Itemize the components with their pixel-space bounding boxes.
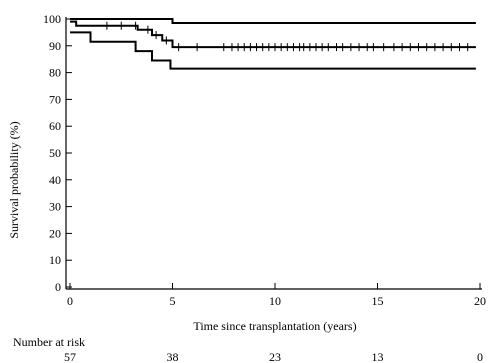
- risk-count: 13: [372, 350, 384, 363]
- risk-table: 57 38 23 13 0: [64, 350, 483, 363]
- y-tick-label: 60: [49, 119, 61, 133]
- censor-marks: [106, 21, 469, 52]
- survival-curve-2: [70, 20, 476, 49]
- y-tick-label: 20: [49, 226, 61, 240]
- risk-count: 0: [477, 350, 483, 363]
- survival-curves: [70, 18, 476, 70]
- y-tick-label: 10: [49, 253, 61, 267]
- x-tick-label: 10: [269, 294, 281, 308]
- x-axis: 0 5 10 15 20: [66, 283, 486, 308]
- x-tick-label: 0: [67, 294, 73, 308]
- y-tick-label: 90: [49, 39, 61, 53]
- y-axis: 0 10 20 30 40 50 60 70 80 90 100: [43, 12, 72, 294]
- x-axis-label: Time since transplantation (years): [193, 319, 356, 333]
- risk-count: 23: [269, 350, 281, 363]
- risk-count: 57: [64, 350, 76, 363]
- x-tick-label: 15: [372, 294, 384, 308]
- x-tick-label: 5: [170, 294, 176, 308]
- y-tick-label: 70: [49, 92, 61, 106]
- y-tick-label: 80: [49, 66, 61, 80]
- number-at-risk-label: Number at risk: [13, 335, 85, 349]
- y-tick-label: 50: [49, 146, 61, 160]
- y-tick-label: 100: [43, 12, 61, 26]
- y-tick-label: 30: [49, 200, 61, 214]
- x-tick-label: 20: [474, 294, 486, 308]
- y-axis-label: Survival probability (%): [7, 121, 21, 238]
- y-tick-label: 0: [55, 280, 61, 294]
- survival-curve-3: [70, 31, 476, 70]
- risk-count: 38: [167, 350, 179, 363]
- y-tick-label: 40: [49, 173, 61, 187]
- survival-curve-1: [70, 18, 476, 25]
